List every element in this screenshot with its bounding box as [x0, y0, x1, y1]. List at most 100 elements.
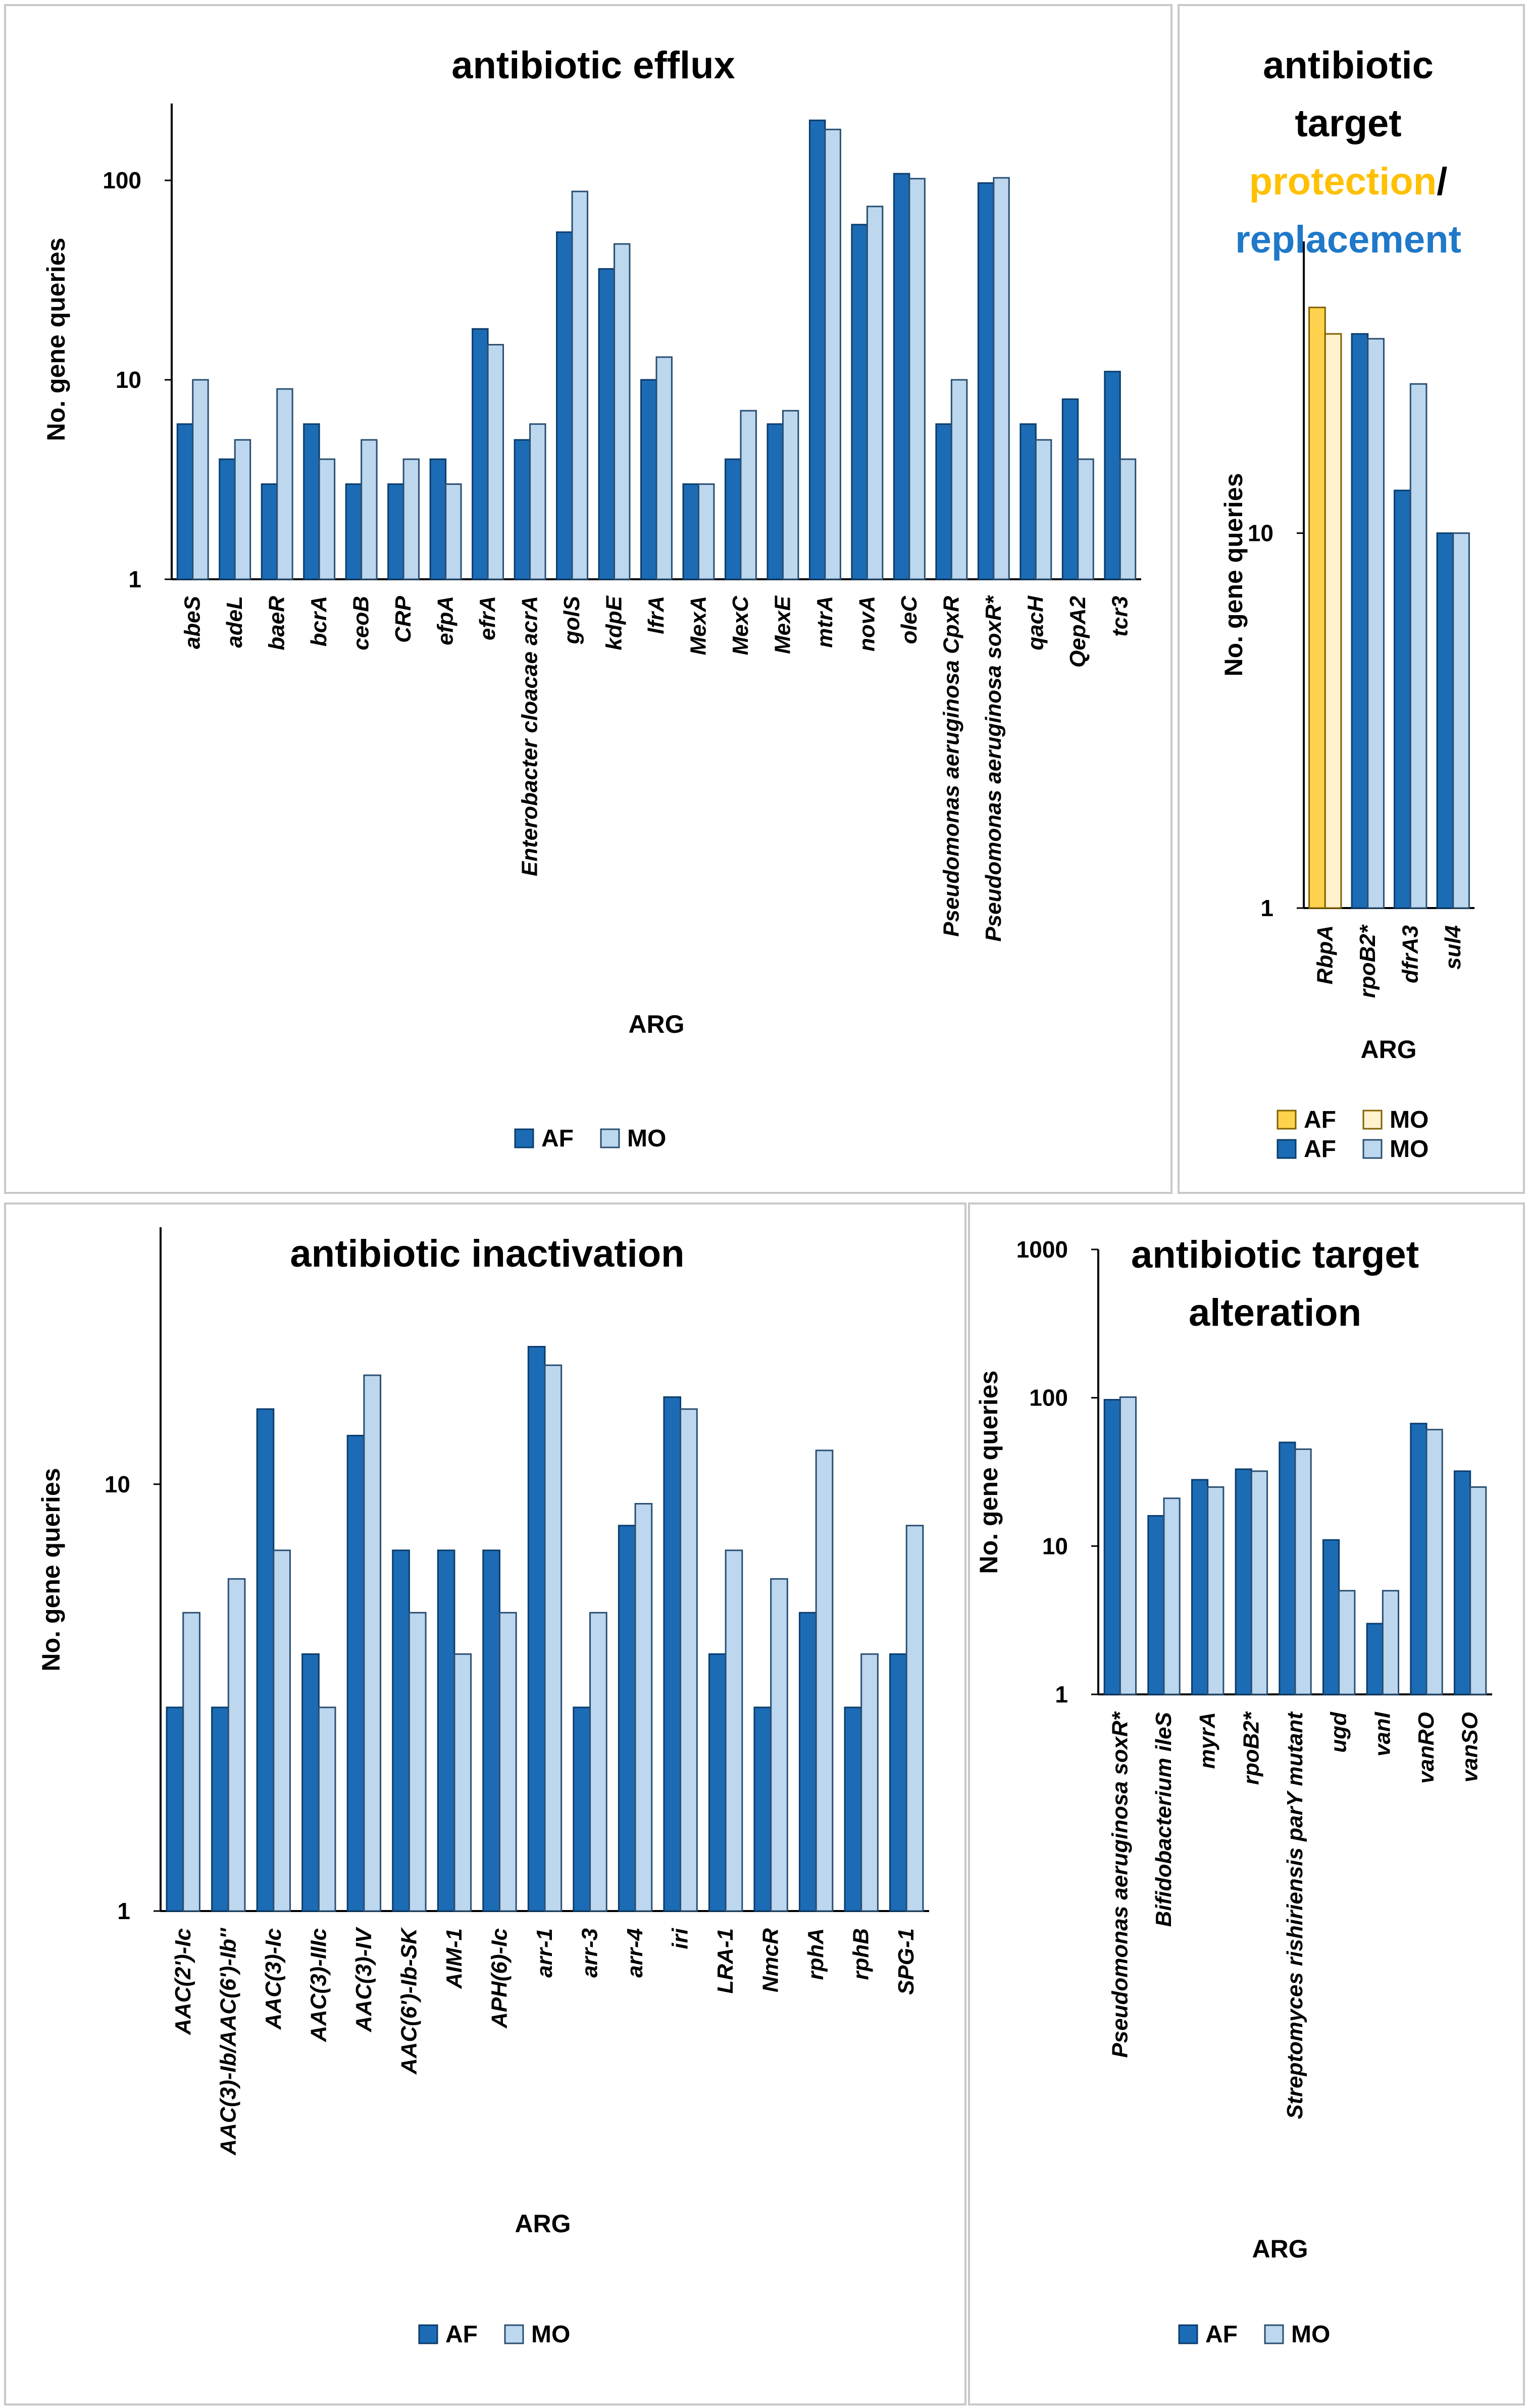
x-tick-label: Streptomyces rishiriensis parY mutant — [1283, 1711, 1307, 2119]
x-tick-label: novA — [854, 596, 879, 651]
chart-protection: antibiotictargetprotection/replacement11… — [1219, 44, 1474, 1163]
chart-title-replacement: replacement — [1235, 218, 1461, 261]
x-axis-label: ARG — [1360, 1035, 1416, 1064]
legend-swatch-mo — [600, 1128, 620, 1148]
bar-mo-ugd — [1338, 1590, 1356, 1695]
x-tick-label: rpoB2* — [1239, 1711, 1263, 1785]
chart-title-line-1: antibiotic — [1263, 44, 1434, 87]
bar-af-efpa — [429, 458, 447, 580]
bar-mo-spg-1 — [905, 1525, 924, 1912]
bar-mo-lfra — [655, 356, 673, 580]
bar-mo-vani — [1382, 1590, 1400, 1695]
bar-af-kdpe — [598, 268, 616, 580]
legend-swatch-af — [1277, 1139, 1297, 1159]
chart-title-line-2: target — [1295, 102, 1401, 145]
legend-swatch-af — [1178, 2324, 1198, 2344]
chart-inactivation: antibiotic inactivation 1 10 AAC(2')-Ic AAC(… — [37, 1227, 929, 2348]
y-tick-label: 10 — [105, 1471, 130, 1497]
bar-mo-arr-4 — [634, 1503, 653, 1912]
panel-alteration — [968, 1202, 1525, 2405]
x-tick-label: Enterobacter cloacae acrA — [518, 596, 542, 876]
bar-mo-aac-3-iv — [363, 1374, 382, 1912]
bar-af-pseudomonas-aeruginosa-soxr — [1103, 1399, 1121, 1695]
y-tick-label: 1 — [117, 1898, 130, 1924]
bar-af-bifidobacterium-iles — [1147, 1515, 1165, 1695]
bar-af-rphb — [844, 1707, 862, 1912]
x-tick-label: arr-1 — [532, 1928, 557, 1978]
bar-af-ceob — [345, 483, 363, 580]
x-tick-label: baeR — [265, 596, 289, 650]
bar-mo-adel — [234, 439, 251, 580]
bar-af-spg-1 — [889, 1653, 907, 1912]
x-tick-label: arr-4 — [623, 1928, 647, 1978]
x-tick-label: adeL — [222, 596, 247, 648]
bar-af-aac-3-iv — [346, 1435, 365, 1912]
y-tick-label: 1 — [1055, 1681, 1068, 1708]
bar-af-arr-1 — [527, 1346, 546, 1912]
x-tick-label: AAC(2')-Ic — [171, 1928, 195, 2035]
x-tick-label: LRA-1 — [713, 1928, 738, 1994]
x-tick-label: AAC(3)-IV — [351, 1926, 376, 2032]
x-axis-label: ARG — [515, 2210, 571, 2238]
bar-af-iri — [663, 1396, 682, 1912]
bar-mo-aac-2-ic — [182, 1612, 200, 1912]
legend-swatch-mo — [1264, 2324, 1284, 2344]
bar-mo-efra — [487, 344, 504, 580]
chart-alteration: antibiotic target alteration 1 10 100 1000 Pse… — [975, 1233, 1492, 2348]
bar-mo-pseudomonas-aeruginosa-cpxr — [950, 379, 968, 580]
legend-label-af: AF — [1205, 2321, 1238, 2348]
chart-title-line-2: alteration — [1189, 1291, 1361, 1334]
legend-swatch-af — [418, 2324, 438, 2344]
x-tick-label: oleC — [897, 595, 922, 644]
bar-af-mexc — [724, 458, 742, 580]
x-tick-label: QepA2 — [1065, 595, 1090, 667]
bar-mo-lra-1 — [725, 1549, 743, 1912]
bar-mo-arr-3 — [589, 1612, 607, 1912]
y-tick-label: 10 — [1248, 520, 1273, 546]
bar-af-arr-3 — [573, 1707, 591, 1912]
y-tick-label: 10 — [116, 367, 141, 393]
x-tick-label: rphA — [803, 1928, 828, 1980]
x-tick-label: ceoB — [349, 596, 374, 650]
x-tick-label: SPG-1 — [894, 1928, 919, 1995]
bar-mo-abes — [192, 379, 209, 580]
bar-mo-enterobacter-cloacae-acra — [529, 423, 546, 580]
bar-mo-mexe — [782, 410, 799, 580]
legend: AF MO — [514, 1125, 666, 1152]
x-tick-label: MexE — [770, 595, 795, 654]
x-tick-label: myrA — [1195, 1712, 1220, 1769]
bar-af-rbpa — [1308, 307, 1326, 909]
x-tick-label: NmcR — [758, 1928, 783, 1992]
bar-mo-nmcr — [770, 1578, 788, 1912]
bar-af-arr-4 — [618, 1525, 636, 1912]
x-tick-label: iri — [668, 1928, 693, 1949]
x-tick-label: ugd — [1327, 1712, 1351, 1753]
bar-mo-tcr3 — [1119, 458, 1137, 580]
bar-mo-mtra — [824, 128, 841, 580]
x-tick-label: MexC — [728, 595, 753, 656]
bar-af-gols — [556, 231, 573, 580]
legend-swatch-mo — [1362, 1139, 1383, 1159]
x-tick-label: golS — [559, 596, 584, 644]
bar-mo-pseudomonas-aeruginosa-soxr — [1119, 1396, 1137, 1695]
x-tick-label: kdpE — [602, 595, 627, 650]
x-tick-label: Pseudomonas aeruginosa CpxR — [939, 596, 963, 937]
bar-af-baer — [261, 483, 278, 580]
bar-mo-gols — [571, 190, 589, 580]
bar-af-enterobacter-cloacae-acra — [514, 439, 531, 580]
x-tick-label: sul4 — [1441, 925, 1465, 970]
bar-af-abes — [176, 423, 194, 580]
x-tick-label: Bifidobacterium ileS — [1151, 1712, 1176, 1927]
bar-mo-olec — [908, 178, 926, 580]
bar-af-aac-3-iiic — [301, 1653, 320, 1912]
y-axis-label: No. gene queries — [1219, 473, 1248, 677]
bar-mo-aim-1 — [453, 1653, 472, 1912]
bar-af-vanro — [1410, 1423, 1428, 1695]
bar-af-streptomyces-rishiriensis-pary-mutant — [1279, 1441, 1296, 1695]
bar-mo-streptomyces-rishiriensis-pary-mutant — [1294, 1448, 1312, 1695]
bar-mo-sul4 — [1452, 532, 1470, 909]
legend: AF MO — [418, 2321, 570, 2348]
legend-label-mo: MO — [531, 2321, 570, 2348]
x-tick-label: AAC(3)-Ib/AAC(6')-Ib'' — [216, 1927, 240, 2155]
bar-af-sul4 — [1436, 532, 1454, 909]
